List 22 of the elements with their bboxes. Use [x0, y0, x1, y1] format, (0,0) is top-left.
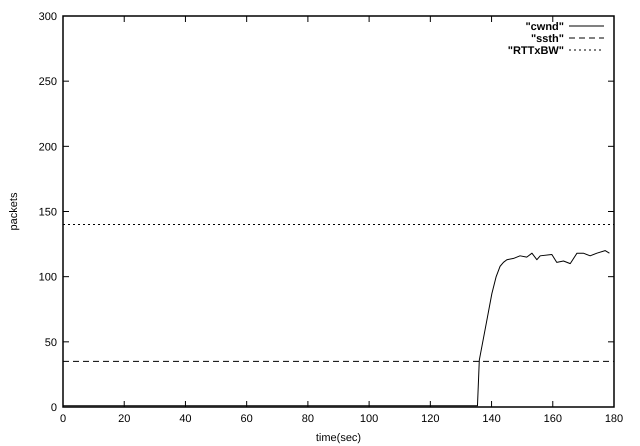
x-tick-label: 160	[544, 413, 562, 425]
x-tick-label: 100	[360, 413, 378, 425]
x-tick-label: 120	[421, 413, 440, 425]
x-tick-label: 180	[604, 413, 624, 425]
y-tick-label: 250	[38, 76, 57, 88]
x-tick-label: 140	[482, 413, 501, 425]
x-tick-label: 20	[118, 413, 130, 425]
x-tick-label: 60	[240, 413, 253, 425]
y-tick-label: 150	[38, 206, 57, 218]
y-tick-label: 300	[38, 11, 57, 23]
y-tick-label: 200	[38, 141, 57, 154]
legend-label: "cwnd"	[525, 21, 564, 33]
x-axis-title: time(sec)	[316, 432, 362, 444]
legend-label: "ssth"	[530, 33, 564, 45]
y-tick-label: 0	[50, 402, 57, 414]
x-tick-label: 80	[302, 413, 314, 425]
x-tick-label: 40	[179, 413, 192, 425]
legend-label: "RTTxBW"	[508, 45, 564, 57]
y-axis-title: packets	[8, 192, 20, 230]
y-tick-label: 50	[44, 336, 57, 349]
y-tick-label: 100	[38, 272, 57, 284]
x-tick-label: 0	[60, 413, 66, 425]
